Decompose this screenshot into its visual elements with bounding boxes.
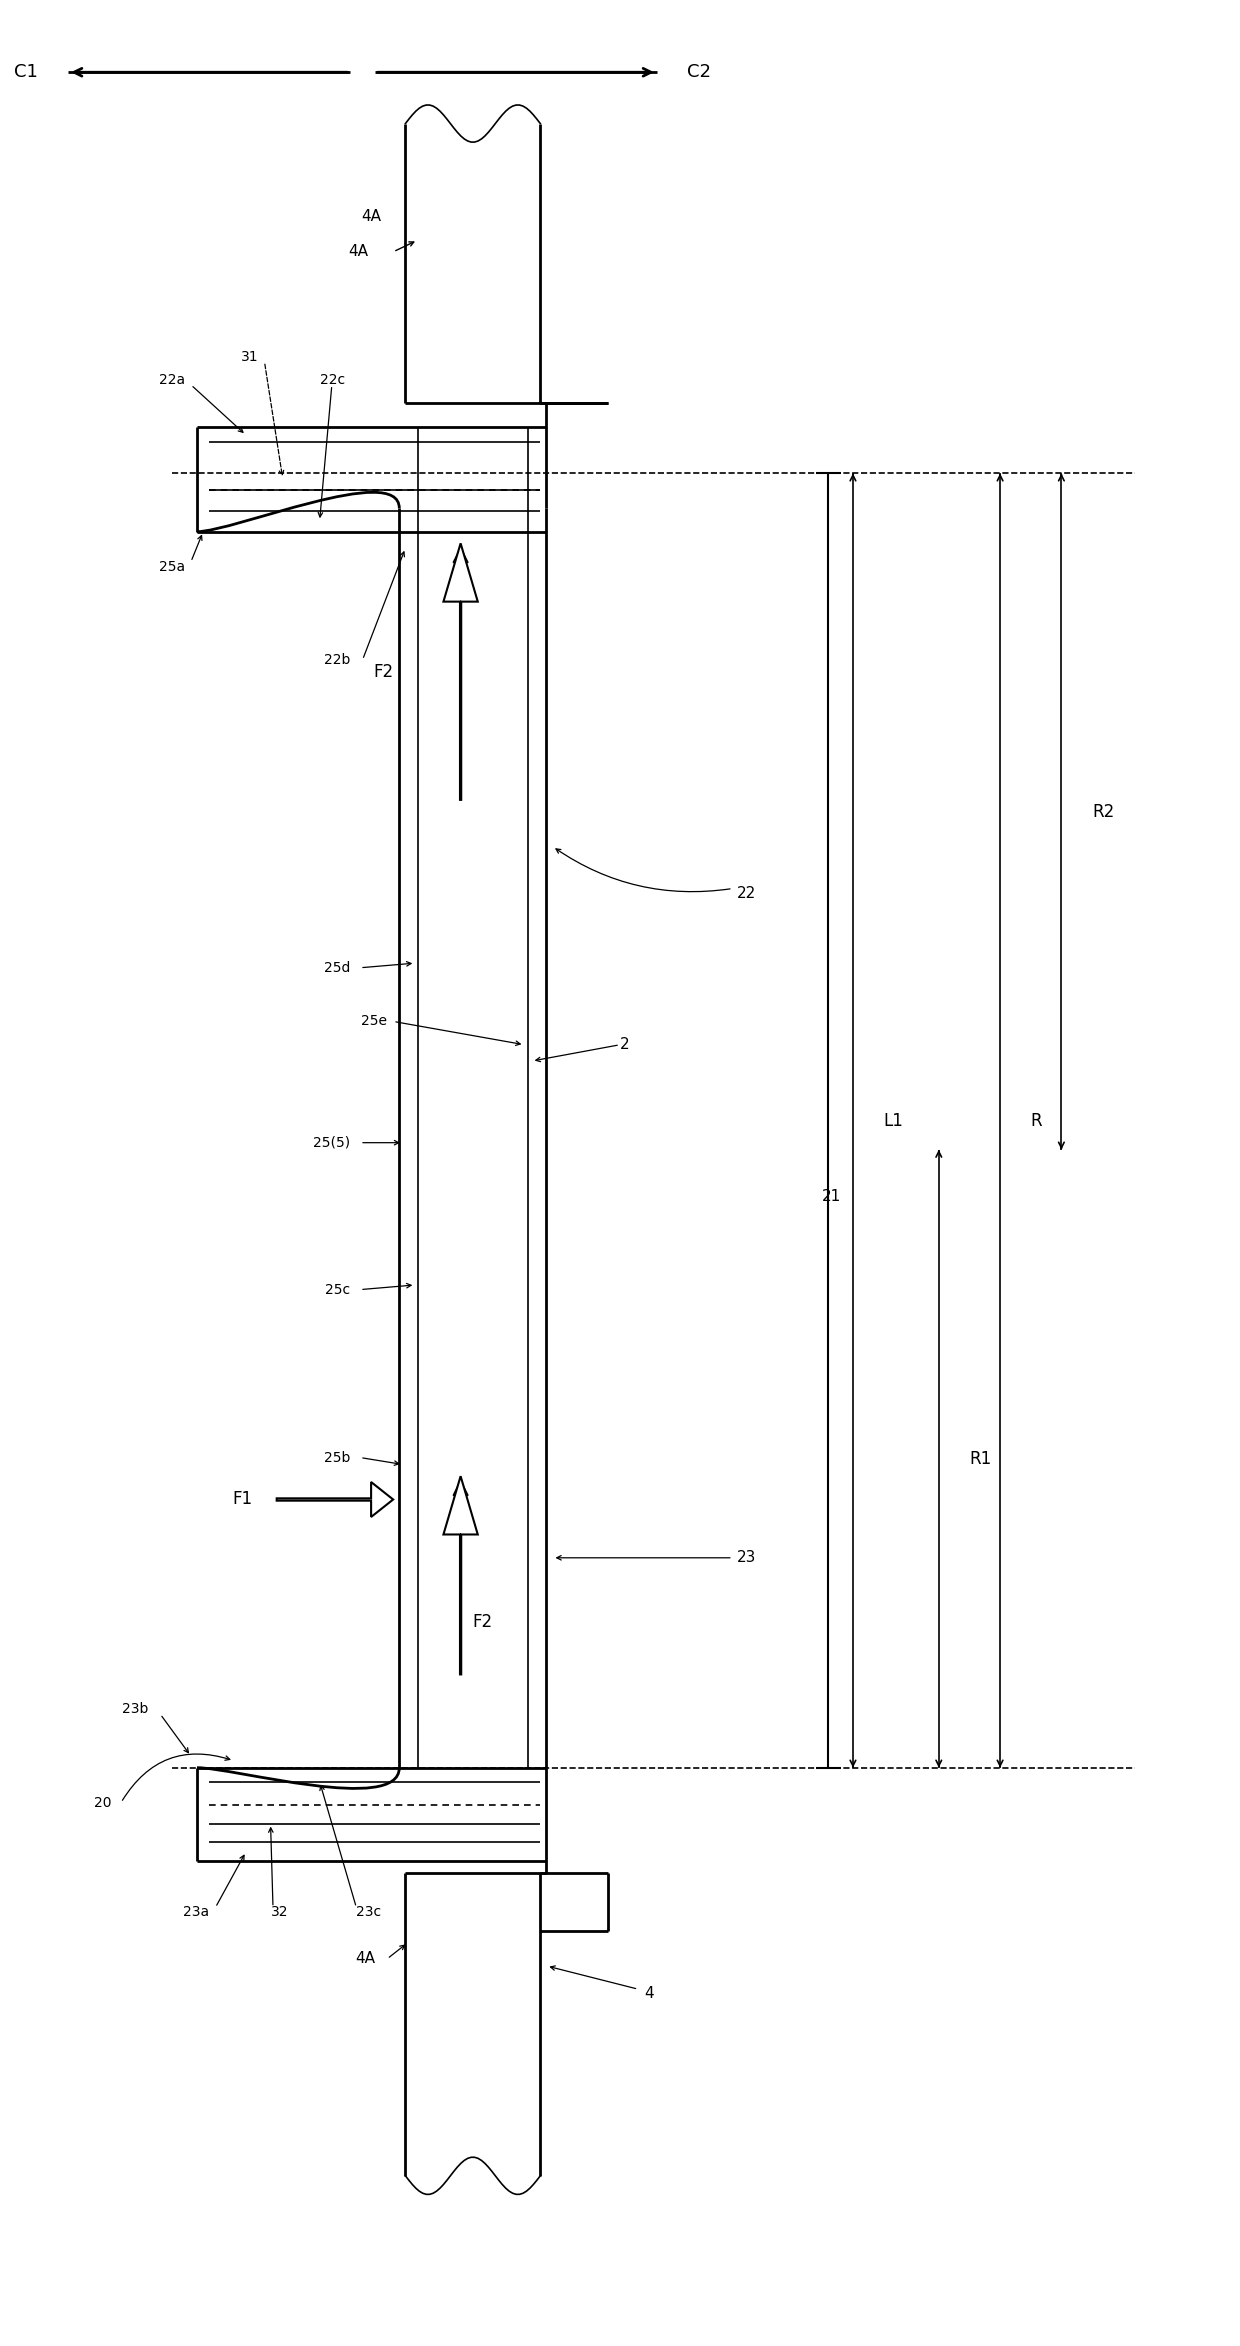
Text: 22c: 22c: [320, 373, 345, 387]
FancyArrow shape: [444, 1476, 477, 1675]
Text: 4A: 4A: [355, 1952, 374, 1966]
Text: F2: F2: [373, 662, 393, 680]
Text: L1: L1: [884, 1112, 904, 1128]
Text: 25(5): 25(5): [314, 1135, 350, 1150]
Text: 21: 21: [821, 1189, 841, 1203]
Text: 25d: 25d: [324, 962, 350, 976]
Text: 22: 22: [737, 887, 755, 901]
Text: 25c: 25c: [325, 1283, 350, 1297]
Text: 25a: 25a: [159, 561, 185, 575]
Text: R2: R2: [1092, 802, 1115, 821]
Text: 32: 32: [270, 1905, 288, 1919]
Text: 23c: 23c: [356, 1905, 382, 1919]
Text: 2: 2: [620, 1037, 630, 1053]
Text: R: R: [1030, 1112, 1043, 1128]
FancyArrow shape: [444, 544, 477, 800]
Text: 25e: 25e: [361, 1013, 387, 1028]
Text: 31: 31: [241, 350, 258, 364]
Text: 22b: 22b: [324, 652, 350, 666]
Text: 4A: 4A: [361, 209, 381, 225]
Text: 23: 23: [737, 1551, 756, 1565]
Text: 4: 4: [645, 1987, 655, 2001]
Text: F1: F1: [232, 1490, 252, 1508]
Text: 25b: 25b: [324, 1450, 350, 1464]
Text: 4A: 4A: [348, 244, 368, 260]
Text: 20: 20: [94, 1795, 112, 1809]
Text: R1: R1: [970, 1450, 992, 1469]
Text: 23a: 23a: [184, 1905, 210, 1919]
Text: C1: C1: [14, 63, 37, 82]
Text: 22a: 22a: [159, 373, 185, 387]
Text: 23b: 23b: [122, 1703, 148, 1717]
Text: F2: F2: [472, 1614, 494, 1630]
FancyArrow shape: [277, 1483, 393, 1518]
Text: C2: C2: [687, 63, 712, 82]
